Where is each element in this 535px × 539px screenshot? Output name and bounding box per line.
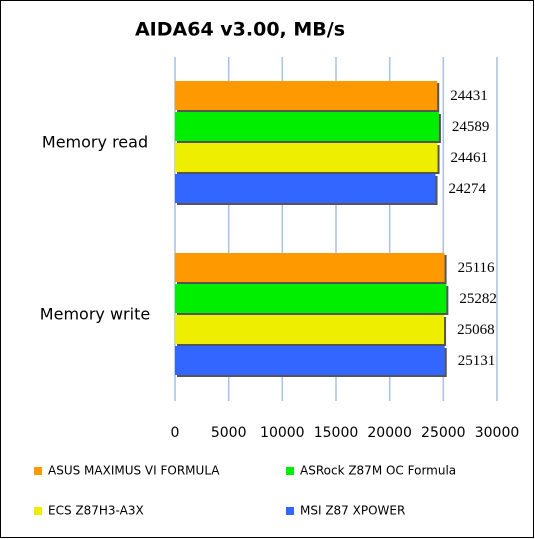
bar (175, 284, 447, 313)
value-label: 25068 (457, 322, 495, 338)
x-tick-label: 25000 (421, 425, 466, 441)
category-label: Memory write (40, 305, 150, 324)
legend-label: ASRock Z87M OC Formula (300, 464, 456, 478)
x-tick-label: 15000 (314, 425, 359, 441)
x-tick-label: 30000 (475, 425, 520, 441)
bar (175, 253, 445, 282)
bar (175, 143, 438, 172)
legend-swatch (34, 467, 42, 475)
x-tick-label: 10000 (260, 425, 305, 441)
bar (175, 81, 438, 110)
value-label: 25282 (459, 291, 497, 307)
value-label: 24589 (452, 119, 490, 135)
legend-label: ECS Z87H3-A3X (48, 504, 144, 518)
category-label: Memory read (42, 133, 148, 152)
value-label: 24431 (450, 88, 488, 104)
bar (175, 174, 436, 203)
legend-swatch (34, 507, 42, 515)
value-label: 24461 (451, 150, 489, 166)
legend-swatch (286, 467, 294, 475)
value-label: 25116 (458, 260, 495, 276)
value-label: 25131 (458, 353, 496, 369)
bar (175, 315, 445, 344)
value-label: 24274 (449, 181, 487, 197)
chart-title: AIDA64 v3.00, MB/s (135, 19, 345, 41)
x-tick-label: 0 (171, 425, 180, 441)
legend-swatch (286, 507, 294, 515)
x-tick-label: 5000 (211, 425, 247, 441)
bar (175, 112, 439, 141)
legend-label: ASUS MAXIMUS VI FORMULA (48, 464, 220, 478)
legend-label: MSI Z87 XPOWER (300, 504, 405, 518)
bar (175, 346, 445, 375)
x-tick-label: 20000 (367, 425, 412, 441)
